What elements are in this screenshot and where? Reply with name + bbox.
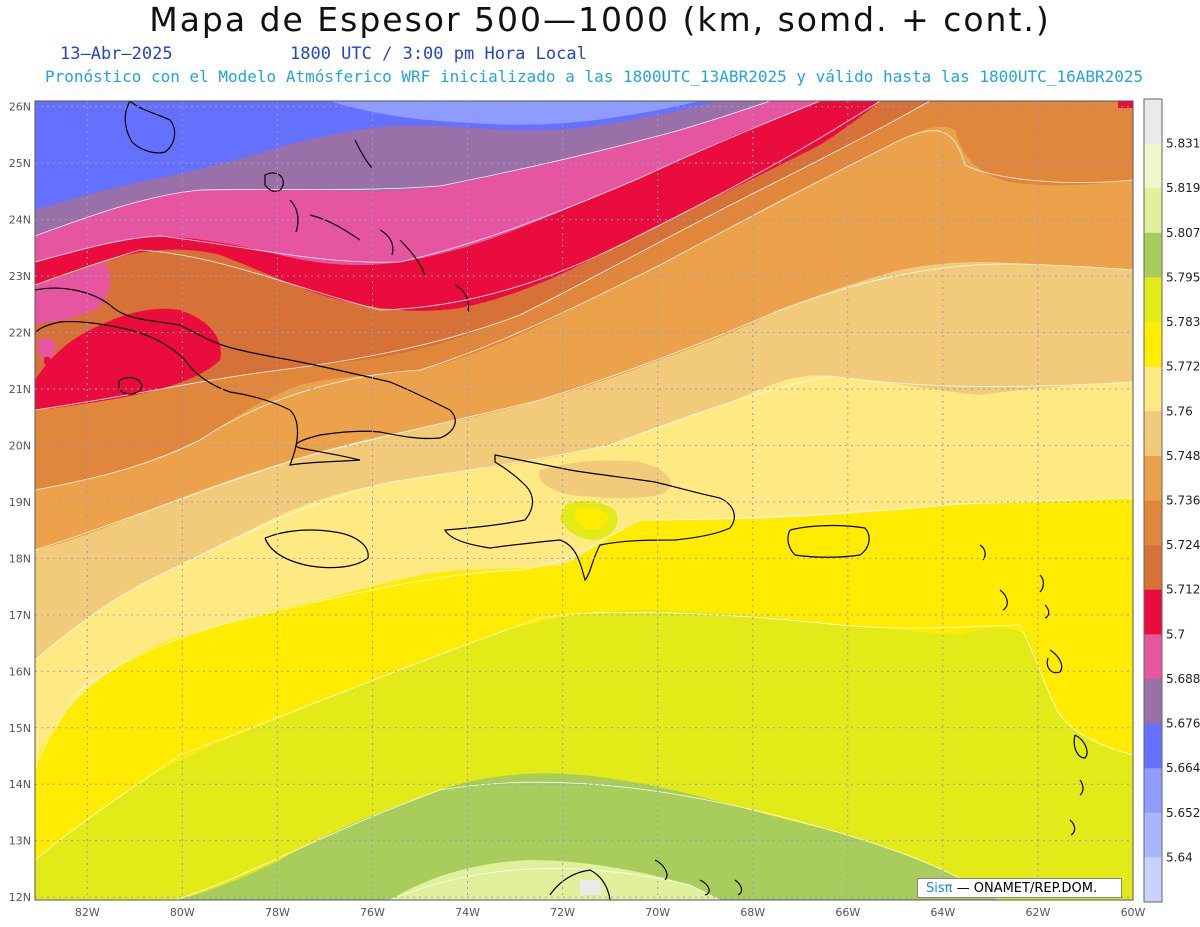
- lat-tick-label: 14N: [9, 778, 31, 791]
- lat-tick-label: 18N: [9, 552, 31, 565]
- credit-box: Sisπ — ONAMET/REP.DOM.: [917, 878, 1122, 898]
- lon-tick-label: 80W: [170, 906, 195, 919]
- lat-tick-label: 17N: [9, 609, 31, 622]
- lat-tick-label: 26N: [9, 101, 31, 114]
- band-5807-patch: [390, 860, 720, 900]
- colorbar-swatch: [1144, 812, 1162, 858]
- colorbar: 5.831 5.819 5.807 5.795 5.783 5.772 5.76 5.748 5…: [1143, 98, 1200, 903]
- forecast-time: 1800 UTC / 3:00 pm Hora Local: [290, 44, 587, 64]
- colorbar-level-label: 5.807: [1166, 226, 1200, 240]
- colorbar-swatch: [1144, 500, 1162, 546]
- colorbar-frame: [1143, 98, 1163, 903]
- lat-tick-label: 16N: [9, 665, 31, 678]
- band-5688-spot: [38, 338, 56, 359]
- band-5664: [35, 101, 720, 210]
- bahamas-coast: [264, 139, 470, 313]
- lon-tick-label: 72W: [550, 906, 575, 919]
- colorbar-swatch: [1144, 277, 1162, 323]
- colorbar-level-label: 5.783: [1166, 315, 1200, 329]
- map-title: Mapa de Espesor 500—1000 (km, somd. + co…: [149, 0, 1051, 39]
- colorbar-swatch: [1144, 99, 1162, 145]
- colorbar-swatch: [1144, 678, 1162, 725]
- colorbar-level-label: 5.664: [1166, 761, 1200, 775]
- colorbar-swatch: [1144, 768, 1162, 814]
- lesser-antilles-coast: [979, 544, 1088, 836]
- coastlines: [35, 101, 1088, 900]
- lat-tick-label: 19N: [9, 496, 31, 509]
- lat-tick-label: 20N: [9, 439, 31, 452]
- lat-tick-label: 15N: [9, 722, 31, 735]
- colorbar-level-label: 5.7: [1166, 627, 1185, 641]
- forecast-date: 13—Abr—2025: [60, 44, 173, 64]
- colorbar-level-label: 5.772: [1166, 360, 1200, 374]
- lat-tick-label: 12N: [9, 891, 31, 904]
- south-america-coast: [549, 859, 743, 900]
- lon-axis: 82W 80W 78W 76W 74W 72W 70W 68W 66W 64W 62W 60W: [75, 906, 1146, 919]
- lat-tick-label: 25N: [9, 157, 31, 170]
- isla-juventud-coast: [118, 376, 143, 395]
- colorbar-swatch: [1144, 723, 1162, 769]
- band-5700-corner: [1118, 101, 1133, 108]
- colorbar-swatch: [1144, 143, 1162, 189]
- puerto-rico-coast: [787, 524, 870, 558]
- band-5700-spot: [44, 356, 52, 366]
- band-5700-lower: [35, 308, 221, 410]
- colorbar-level-label: 5.736: [1166, 494, 1200, 508]
- forecast-subtitle: Pronóstico con el Modelo Atmósferico WRF…: [45, 67, 1144, 86]
- credit-text: — ONAMET/REP.DOM.: [956, 881, 1098, 896]
- colorbar-level-label: 5.676: [1166, 717, 1200, 731]
- lon-tick-label: 74W: [455, 906, 480, 919]
- hispaniola-coast: [444, 454, 735, 582]
- band-5688-west: [35, 262, 111, 325]
- colorbar-level-label: 5.712: [1166, 583, 1200, 597]
- colorbar-swatch: [1144, 589, 1162, 635]
- florida-coast: [124, 101, 176, 154]
- lon-tick-label: 60W: [1121, 906, 1146, 919]
- band-5652: [330, 101, 700, 125]
- colorbar-swatch: [1144, 188, 1162, 234]
- cuba-coast: [35, 287, 456, 466]
- lat-tick-label: 21N: [9, 383, 31, 396]
- colorbar-swatch: [1144, 411, 1162, 457]
- colorbar-swatch: [1144, 634, 1162, 680]
- lon-tick-label: 64W: [930, 906, 955, 919]
- colorbar-level-label: 5.831: [1166, 137, 1200, 151]
- credit-brand: Sisπ: [926, 881, 953, 896]
- thickness-fill: [35, 101, 1133, 900]
- colorbar-level-label: 5.688: [1166, 672, 1200, 686]
- colorbar-swatch: [1144, 545, 1162, 591]
- lat-tick-label: 13N: [9, 835, 31, 848]
- lon-tick-label: 82W: [75, 906, 100, 919]
- band-5772-patch: [574, 507, 609, 530]
- lon-tick-label: 68W: [740, 906, 765, 919]
- colorbar-level-label: 5.64: [1166, 850, 1193, 864]
- colorbar-level-label: 5.748: [1166, 449, 1200, 463]
- colorbar-level-label: 5.819: [1166, 181, 1200, 195]
- colorbar-level-label: 5.76: [1166, 404, 1193, 418]
- lat-axis: 26N 25N 24N 23N 22N 21N 20N 19N 18N 17N 16N 15N 14N 1…: [9, 101, 31, 905]
- lat-tick-label: 22N: [9, 327, 31, 340]
- lon-tick-label: 78W: [265, 906, 290, 919]
- lon-tick-label: 76W: [360, 906, 385, 919]
- colorbar-swatch: [1144, 857, 1162, 903]
- contour-lines: [35, 101, 1133, 900]
- jamaica-coast: [264, 529, 369, 569]
- lon-tick-label: 66W: [835, 906, 860, 919]
- colorbar-swatch: [1144, 366, 1162, 412]
- colorbar-swatch: [1144, 232, 1162, 278]
- lat-tick-label: 24N: [9, 214, 31, 227]
- colorbar-level-label: 5.652: [1166, 806, 1200, 820]
- plot-frame: [34, 100, 1134, 901]
- lat-tick-label: 23N: [9, 270, 31, 283]
- lon-tick-label: 62W: [1025, 906, 1050, 919]
- colorbar-level-label: 5.724: [1166, 538, 1200, 552]
- colorbar-level-label: 5.795: [1166, 270, 1200, 284]
- colorbar-swatch: [1144, 455, 1162, 501]
- lon-tick-label: 70W: [645, 906, 670, 919]
- colorbar-swatch: [1144, 322, 1162, 368]
- band-5831-patch: [580, 880, 602, 895]
